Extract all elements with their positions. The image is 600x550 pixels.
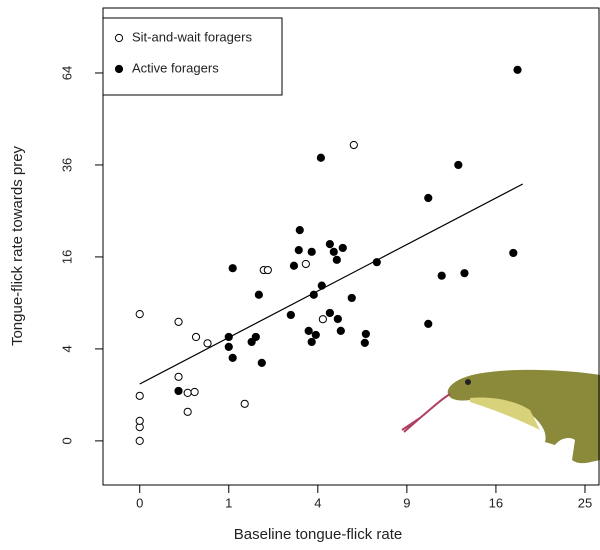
x-tick-label: 4 bbox=[314, 495, 321, 510]
point bbox=[191, 332, 201, 342]
point bbox=[257, 358, 266, 367]
lizard-illustration bbox=[401, 369, 600, 464]
point bbox=[183, 388, 192, 397]
point bbox=[347, 293, 356, 303]
point bbox=[316, 153, 326, 162]
point bbox=[254, 290, 263, 299]
point bbox=[338, 243, 347, 253]
point bbox=[263, 265, 272, 275]
point bbox=[289, 261, 299, 270]
point bbox=[307, 337, 316, 347]
x-tick-label: 0 bbox=[136, 495, 143, 510]
point bbox=[135, 416, 144, 425]
point bbox=[318, 315, 327, 324]
point bbox=[361, 329, 370, 339]
point bbox=[349, 140, 358, 150]
point bbox=[224, 332, 233, 342]
point bbox=[286, 310, 295, 320]
point bbox=[247, 337, 256, 347]
point bbox=[304, 326, 313, 335]
point bbox=[437, 271, 446, 280]
point bbox=[294, 246, 303, 255]
point bbox=[424, 193, 433, 203]
point bbox=[317, 281, 326, 290]
point bbox=[228, 264, 237, 273]
point bbox=[301, 259, 310, 269]
point bbox=[460, 269, 469, 278]
legend-marker bbox=[114, 64, 124, 74]
lizard-body bbox=[447, 369, 600, 464]
legend-label: Sit-and-wait foragers bbox=[132, 29, 252, 44]
point bbox=[307, 247, 316, 256]
point bbox=[372, 258, 381, 267]
lizard-belly bbox=[470, 397, 540, 430]
point bbox=[240, 399, 249, 408]
point bbox=[135, 436, 144, 445]
point bbox=[174, 317, 183, 326]
point bbox=[325, 308, 334, 318]
point bbox=[224, 342, 233, 351]
plot-frame bbox=[102, 7, 600, 486]
point bbox=[336, 326, 345, 335]
legend-box bbox=[102, 17, 283, 96]
y-tick-label: 4 bbox=[59, 345, 74, 352]
point bbox=[513, 65, 522, 74]
point bbox=[333, 314, 342, 324]
x-tick-label: 9 bbox=[403, 495, 410, 510]
legend-label: Active foragers bbox=[132, 60, 219, 75]
point bbox=[424, 319, 433, 329]
y-tick-label: 36 bbox=[59, 158, 74, 172]
point bbox=[360, 338, 369, 347]
point bbox=[135, 391, 144, 400]
point bbox=[295, 226, 304, 235]
x-axis-label: Baseline tongue-flick rate bbox=[234, 526, 402, 543]
point bbox=[174, 372, 183, 381]
y-axis-label: Tongue-flick rate towards prey bbox=[9, 145, 26, 346]
lizard-tongue bbox=[401, 393, 451, 433]
point bbox=[332, 255, 341, 264]
lizard-eye bbox=[465, 379, 471, 385]
point bbox=[509, 248, 518, 258]
point bbox=[454, 160, 463, 170]
legend-marker bbox=[114, 33, 124, 43]
point bbox=[311, 330, 320, 340]
point bbox=[329, 247, 338, 256]
point bbox=[183, 407, 192, 416]
y-tick-label: 16 bbox=[59, 250, 74, 264]
point bbox=[309, 290, 318, 299]
point bbox=[325, 240, 334, 249]
y-tick-label: 0 bbox=[59, 437, 74, 444]
trend-line bbox=[139, 183, 524, 385]
point bbox=[203, 339, 212, 348]
point bbox=[174, 386, 183, 396]
x-tick-label: 1 bbox=[225, 495, 232, 510]
y-tick-label: 64 bbox=[59, 66, 74, 80]
point bbox=[190, 387, 199, 397]
x-tick-label: 16 bbox=[489, 495, 503, 510]
point bbox=[228, 353, 237, 362]
point bbox=[135, 310, 144, 319]
x-tick-label: 25 bbox=[578, 495, 592, 510]
